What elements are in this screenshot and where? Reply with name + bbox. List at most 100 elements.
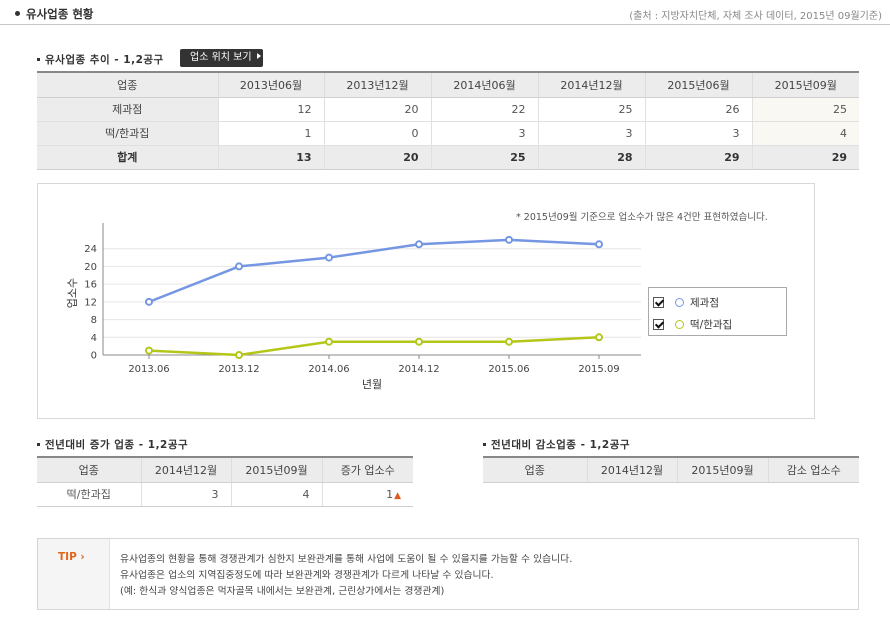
column-header: 업종 bbox=[483, 457, 588, 483]
location-view-button[interactable]: 업소 위치 보기 bbox=[180, 49, 263, 67]
x-axis-label: 년월 bbox=[362, 378, 382, 391]
chart-note: * 2015년09월 기준으로 업소수가 많은 4건만 표현하였습니다. bbox=[516, 212, 768, 223]
legend-label: 제과점 bbox=[690, 296, 719, 309]
column-header: 증가 업소수 bbox=[322, 457, 413, 483]
table-cell: 25 bbox=[538, 97, 646, 122]
row-label: 합계 bbox=[37, 145, 219, 170]
table-cell: 0 bbox=[324, 121, 432, 146]
column-header: 2015년06월 bbox=[645, 72, 753, 98]
x-tick-label: 2014.06 bbox=[308, 364, 349, 375]
tip-label: TIP › bbox=[38, 539, 110, 609]
table-cell: 12 bbox=[218, 97, 325, 122]
table-cell: 26 bbox=[645, 97, 753, 122]
data-point bbox=[325, 253, 333, 262]
section-bullet-icon bbox=[37, 442, 40, 446]
increase-count-cell: 1▲ bbox=[322, 482, 413, 507]
increase-table-header: 업종 2014년12월 2015년09월 증가 업소수 bbox=[37, 457, 413, 483]
legend-marker-icon bbox=[675, 319, 684, 329]
total-row: 합계 13 20 25 28 29 29 bbox=[37, 145, 859, 170]
data-point bbox=[505, 235, 513, 244]
section-bullet-icon bbox=[483, 442, 486, 446]
row-label: 떡/한과집 bbox=[37, 482, 142, 507]
y-tick-label: 4 bbox=[91, 333, 97, 344]
table-cell: 22 bbox=[431, 97, 539, 122]
table-cell: 20 bbox=[324, 145, 432, 170]
table-cell: 1 bbox=[218, 121, 325, 146]
tip-line: 유사업종의 현황을 통해 경쟁관계가 심한지 보완관계를 통해 사업에 도움이 … bbox=[120, 554, 573, 565]
tip-label-text: TIP › bbox=[58, 551, 85, 563]
page-title: 유사업종 현황 bbox=[15, 6, 93, 22]
y-tick-label: 24 bbox=[84, 244, 97, 255]
arrow-right-icon bbox=[256, 53, 261, 59]
column-header: 2013년12월 bbox=[324, 72, 432, 98]
x-tick-label: 2015.09 bbox=[578, 364, 619, 375]
column-header: 감소 업소수 bbox=[768, 457, 859, 483]
column-header: 업종 bbox=[37, 72, 219, 98]
table-cell: 4 bbox=[231, 482, 323, 507]
column-header: 2014년06월 bbox=[431, 72, 539, 98]
decrease-table-header: 업종 2014년12월 2015년09월 감소 업소수 bbox=[483, 457, 859, 483]
trend-title-text: 유사업종 추이 - 1,2공구 bbox=[45, 54, 164, 66]
data-point bbox=[595, 240, 603, 249]
legend-checkbox[interactable] bbox=[653, 318, 664, 330]
column-header: 2014년12월 bbox=[587, 457, 678, 483]
tip-line: (예: 한식과 양식업종은 먹자골목 내에서는 보완관계, 근린상가에서는 경쟁… bbox=[120, 586, 445, 597]
column-header: 2013년06월 bbox=[218, 72, 325, 98]
legend-item[interactable]: 제과점 bbox=[653, 294, 719, 310]
table-row: 떡/한과집 1 0 3 3 3 4 bbox=[37, 121, 859, 146]
data-point bbox=[415, 337, 423, 346]
title-bullet-icon bbox=[15, 11, 20, 16]
data-point bbox=[325, 337, 333, 346]
y-tick-label: 16 bbox=[84, 280, 97, 291]
table-cell: 25 bbox=[752, 97, 859, 122]
table-cell: 3 bbox=[645, 121, 753, 146]
data-point bbox=[505, 337, 513, 346]
chart-legend: 제과점 떡/한과집 bbox=[648, 287, 787, 336]
page-header: 유사업종 현황 (출처 : 지방자치단체, 자체 조사 데이터, 2015년 0… bbox=[0, 0, 890, 25]
increase-table: 업종 2014년12월 2015년09월 증가 업소수 떡/한과집 3 4 1▲ bbox=[37, 456, 413, 507]
column-header: 2014년12월 bbox=[538, 72, 646, 98]
column-header: 2014년12월 bbox=[141, 457, 232, 483]
tip-box: TIP › 유사업종의 현황을 통해 경쟁관계가 심한지 보완관계를 통해 사업… bbox=[37, 538, 859, 610]
table-cell: 25 bbox=[431, 145, 539, 170]
trend-section-title: 유사업종 추이 - 1,2공구 bbox=[37, 52, 164, 67]
table-cell: 29 bbox=[645, 145, 753, 170]
line-chart: 0 4 8 12 16 20 24 2013.06 2013.12 2014.06 2014.12 2… bbox=[66, 223, 641, 391]
legend-checkbox[interactable] bbox=[653, 296, 664, 308]
trend-table: 업종 2013년06월 2013년12월 2014년06월 2014년12월 2… bbox=[37, 71, 859, 170]
legend-item[interactable]: 떡/한과집 bbox=[653, 316, 732, 332]
chart-container: * 2015년09월 기준으로 업소수가 많은 4건만 표현하였습니다. 0 4 8… bbox=[37, 183, 815, 419]
series-line bbox=[148, 238, 600, 304]
table-cell: 28 bbox=[538, 145, 646, 170]
increase-section-title: 전년대비 증가 업종 - 1,2공구 bbox=[37, 437, 188, 452]
y-axis-label: 업소수 bbox=[66, 278, 79, 308]
tip-text: 유사업종의 현황을 통해 경쟁관계가 심한지 보완관계를 통해 사업에 도움이 … bbox=[120, 552, 572, 600]
column-header: 2015년09월 bbox=[752, 72, 859, 98]
data-point bbox=[145, 346, 153, 355]
tip-line: 유사업종은 업소의 지역집중정도에 따라 보완관계와 경쟁관계가 다르게 나타날… bbox=[120, 570, 494, 581]
increase-count: 1 bbox=[386, 487, 394, 501]
table-cell: 20 bbox=[324, 97, 432, 122]
x-tick-label: 2013.06 bbox=[128, 364, 169, 375]
table-row: 제과점 12 20 22 25 26 25 bbox=[37, 97, 859, 122]
data-point bbox=[235, 351, 243, 359]
y-tick-label: 0 bbox=[91, 351, 97, 362]
x-tick-label: 2015.06 bbox=[488, 364, 529, 375]
page-title-text: 유사업종 현황 bbox=[26, 7, 94, 21]
y-tick-label: 20 bbox=[84, 262, 97, 273]
x-tick-label: 2014.12 bbox=[398, 364, 439, 375]
data-point bbox=[595, 333, 603, 342]
column-header: 업종 bbox=[37, 457, 142, 483]
table-cell: 4 bbox=[752, 121, 859, 146]
x-tick-label: 2013.12 bbox=[218, 364, 259, 375]
location-button-label: 업소 위치 보기 bbox=[190, 52, 252, 63]
row-label: 제과점 bbox=[37, 97, 219, 122]
column-header: 2015년09월 bbox=[677, 457, 769, 483]
data-point bbox=[145, 297, 153, 306]
table-cell: 3 bbox=[431, 121, 539, 146]
legend-marker-icon bbox=[675, 297, 684, 307]
table-cell: 3 bbox=[141, 482, 232, 507]
y-tick-label: 8 bbox=[91, 315, 97, 326]
legend-label: 떡/한과집 bbox=[690, 318, 733, 331]
data-point bbox=[415, 240, 423, 249]
